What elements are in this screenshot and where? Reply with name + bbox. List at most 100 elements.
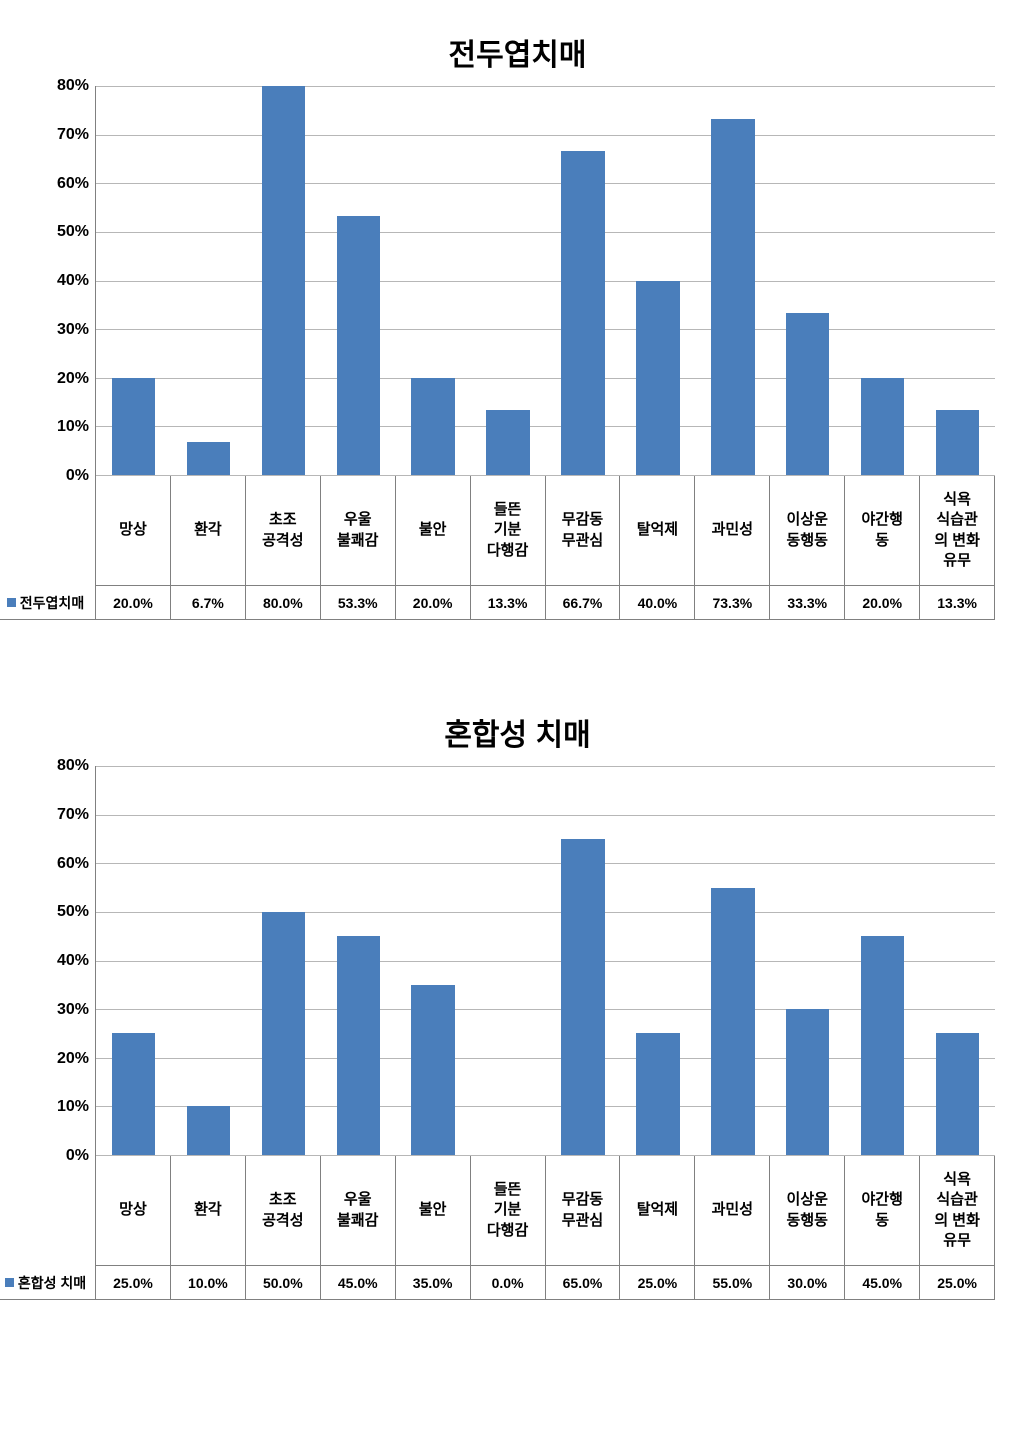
data-cell: 20.0%	[96, 586, 171, 620]
chart1-bar-1	[187, 442, 230, 475]
legend-swatch-icon	[5, 1278, 14, 1287]
chart2-bar-11	[936, 1033, 979, 1155]
data-cell: 13.3%	[471, 586, 546, 620]
bar-slot	[96, 86, 171, 475]
grid-line	[96, 1155, 995, 1156]
x-label: 식욕식습관의 변화유무	[920, 476, 995, 586]
data-cell: 33.3%	[770, 586, 845, 620]
data-cell: 10.0%	[171, 1266, 246, 1300]
data-cell: 35.0%	[396, 1266, 471, 1300]
chart1-bar-3	[337, 216, 380, 475]
data-cell: 66.7%	[546, 586, 621, 620]
data-cell: 25.0%	[620, 1266, 695, 1300]
x-label: 과민성	[695, 1156, 770, 1266]
x-label: 초조공격성	[246, 476, 321, 586]
chart1-title: 전두엽치매	[40, 30, 995, 74]
chart2-bar-9	[786, 1009, 829, 1155]
page-root: 전두엽치매80%70%60%50%40%30%20%10%0%망상환각초조공격성…	[40, 30, 995, 1300]
chart1-bar-11	[936, 410, 979, 475]
chart1-bar-8	[711, 119, 754, 475]
x-label: 불안	[396, 1156, 471, 1266]
bar-slot	[845, 86, 920, 475]
chart1-plot	[95, 86, 995, 476]
bar-slot	[920, 86, 995, 475]
bar-slot	[845, 766, 920, 1155]
data-cell: 0.0%	[471, 1266, 546, 1300]
data-cell: 25.0%	[920, 1266, 995, 1300]
data-cell: 20.0%	[396, 586, 471, 620]
data-cell: 6.7%	[171, 586, 246, 620]
chart1-bar-0	[112, 378, 155, 475]
data-cell: 40.0%	[620, 586, 695, 620]
data-cell: 53.3%	[321, 586, 396, 620]
data-cell: 45.0%	[845, 1266, 920, 1300]
x-label: 과민성	[695, 476, 770, 586]
bar-slot	[321, 86, 396, 475]
bar-slot	[171, 766, 246, 1155]
chart1-x-labels: 망상환각초조공격성우울불쾌감불안들뜬기분다행감무감동무관심탈억제과민성이상운동행…	[95, 476, 995, 586]
data-cell: 20.0%	[845, 586, 920, 620]
bar-slot	[471, 86, 546, 475]
bar-slot	[770, 766, 845, 1155]
x-label: 들뜬기분다행감	[471, 1156, 546, 1266]
legend-label: 혼합성 치매	[18, 1273, 86, 1293]
bar-slot	[695, 86, 770, 475]
legend-swatch-icon	[7, 598, 16, 607]
x-label: 식욕식습관의 변화유무	[920, 1156, 995, 1266]
chart1-bar-10	[861, 378, 904, 475]
bar-slot	[96, 766, 171, 1155]
x-label: 무감동무관심	[546, 476, 621, 586]
chart2-bar-3	[337, 936, 380, 1155]
x-label: 이상운동행동	[770, 1156, 845, 1266]
chart1-y-axis: 80%70%60%50%40%30%20%10%0%	[40, 86, 95, 476]
bar-slot	[396, 86, 471, 475]
bar-slot	[770, 86, 845, 475]
chart1-block: 전두엽치매 80%70%60%50%40%30%20%10%0%망상환각초조공격성…	[40, 30, 995, 620]
x-label: 이상운동행동	[770, 476, 845, 586]
chart1-bar-4	[411, 378, 454, 475]
bar-slot	[620, 86, 695, 475]
chart1-chart-area: 80%70%60%50%40%30%20%10%0%망상환각초조공격성우울불쾌감…	[40, 86, 995, 586]
bar-slot	[546, 766, 621, 1155]
chart2-bar-2	[262, 912, 305, 1155]
bar-slot	[396, 766, 471, 1155]
x-label: 망상	[96, 476, 171, 586]
data-cell: 73.3%	[695, 586, 770, 620]
data-cell: 65.0%	[546, 1266, 621, 1300]
chart2-legend: 혼합성 치매	[0, 1266, 96, 1300]
chart2-bar-1	[187, 1106, 230, 1155]
chart1-bar-5	[486, 410, 529, 475]
chart1-data-cells: 20.0%6.7%80.0%53.3%20.0%13.3%66.7%40.0%7…	[96, 586, 995, 620]
data-cell: 80.0%	[246, 586, 321, 620]
bar-slot	[546, 86, 621, 475]
chart2-plot-wrap: 망상환각초조공격성우울불쾌감불안들뜬기분다행감무감동무관심탈억제과민성이상운동행…	[95, 766, 995, 1266]
x-label: 탈억제	[620, 476, 695, 586]
chart2-bar-6	[561, 839, 604, 1155]
bar-slot	[246, 766, 321, 1155]
x-label: 탈억제	[620, 1156, 695, 1266]
grid-line	[96, 475, 995, 476]
chart1-bars	[96, 86, 995, 475]
x-label: 우울불쾌감	[321, 476, 396, 586]
x-label: 환각	[171, 476, 246, 586]
x-label: 망상	[96, 1156, 171, 1266]
data-cell: 30.0%	[770, 1266, 845, 1300]
chart1-bar-9	[786, 313, 829, 475]
chart1-bar-7	[636, 281, 679, 476]
chart2-chart-area: 80%70%60%50%40%30%20%10%0%망상환각초조공격성우울불쾌감…	[40, 766, 995, 1266]
data-cell: 13.3%	[920, 586, 995, 620]
chart2-data-cells: 25.0%10.0%50.0%45.0%35.0%0.0%65.0%25.0%5…	[96, 1266, 995, 1300]
x-label: 초조공격성	[246, 1156, 321, 1266]
bar-slot	[321, 766, 396, 1155]
bar-slot	[471, 766, 546, 1155]
chart2-title: 혼합성 치매	[40, 710, 995, 754]
legend-label: 전두엽치매	[20, 593, 84, 613]
x-label: 불안	[396, 476, 471, 586]
bar-slot	[246, 86, 321, 475]
chart2-bar-0	[112, 1033, 155, 1155]
chart2-bar-8	[711, 888, 754, 1155]
bar-slot	[920, 766, 995, 1155]
chart2-bar-10	[861, 936, 904, 1155]
x-label: 야간행동	[845, 1156, 920, 1266]
chart1-legend: 전두엽치매	[0, 586, 96, 620]
